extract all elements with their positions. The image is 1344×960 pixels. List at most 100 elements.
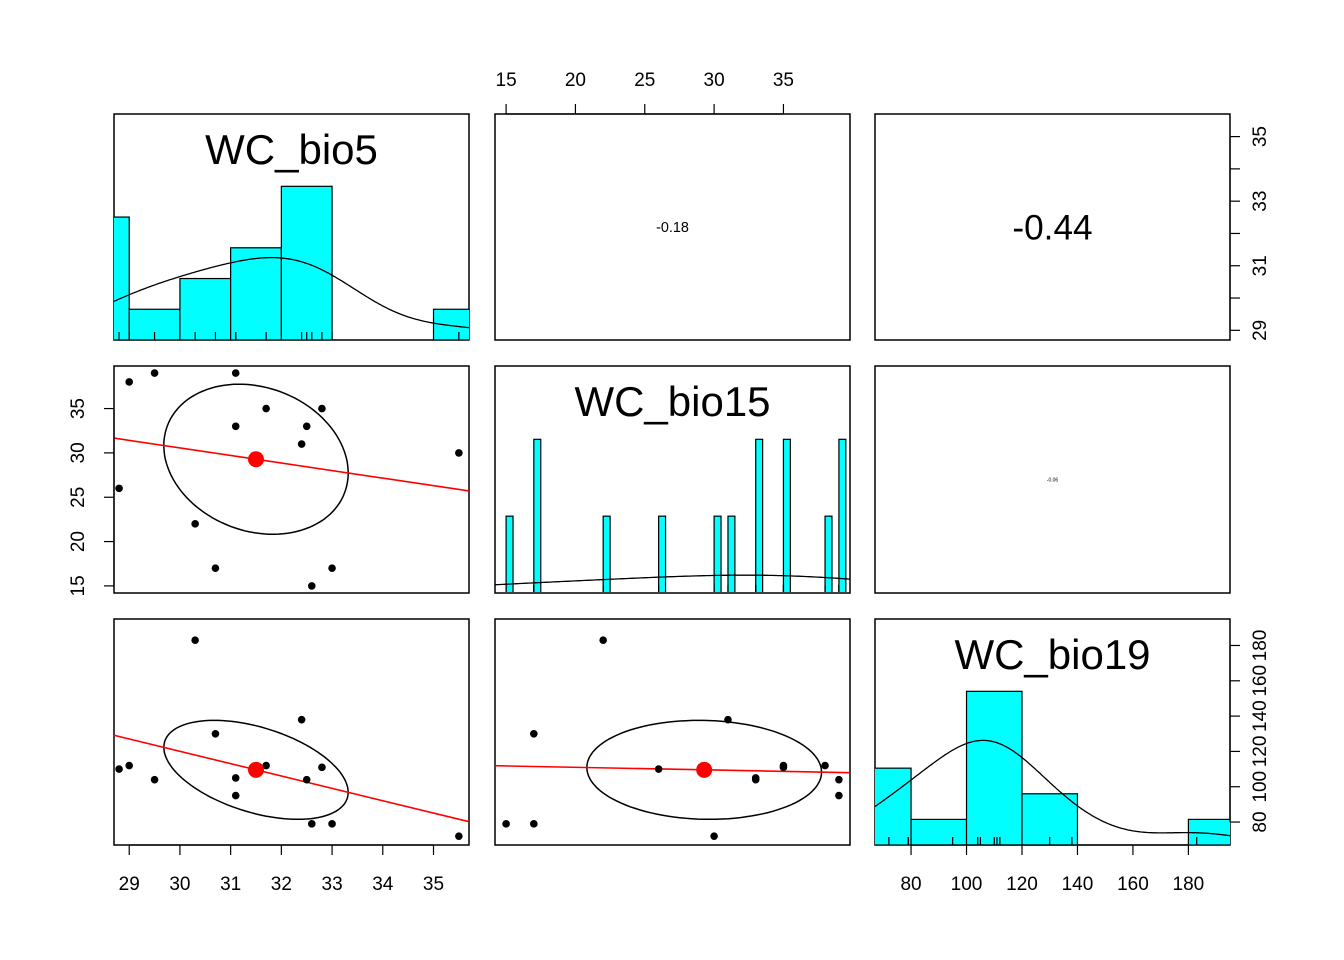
tick-label-top-WC_bio15-2: 25 [634,70,655,91]
scatter-point-WC_bio5-WC_bio19-4 [211,729,220,738]
scatter-point-WC_bio5-WC_bio19-9 [302,775,311,784]
chart-axes [104,104,1240,855]
scatter-point-WC_bio5-WC_bio19-3 [191,636,199,644]
tick-label-bottom-WC_bio19-2: 120 [1006,874,1038,895]
tick-label-bottom-WC_bio5-1: 30 [169,874,190,895]
tick-label-bottom-WC_bio5-4: 33 [322,874,343,895]
scatter-panel-WC_bio5-vs-WC_bio15 [113,369,470,590]
density-curve-WC_bio19 [875,739,1230,837]
scatter-point-WC_bio15-WC_bio19-13 [710,832,718,840]
centroid-point-WC_bio5-WC_bio19 [248,761,264,778]
histogram-bar-WC_bio15-4 [602,515,611,592]
histogram-WC_bio15 [495,438,850,592]
tick-label-right-WC_bio19-2: 120 [1250,736,1271,768]
density-curve-WC_bio5 [114,256,469,329]
tick-label-left-WC_bio15-3: 30 [68,442,89,463]
scatter-point-WC_bio5-WC_bio15-4 [211,564,220,572]
tick-label-right-WC_bio5-6: 35 [1250,126,1271,147]
correlation-label-WC_bio5-WC_bio15: -0.18 [656,220,689,236]
tick-label-right-WC_bio5-4: 33 [1250,191,1271,212]
scatter-point-WC_bio5-WC_bio19-13 [455,832,463,840]
tick-label-right-WC_bio19-5: 180 [1250,630,1271,662]
histogram-bar-WC_bio19-0 [875,767,912,845]
scatter-point-WC_bio15-WC_bio19-6 [835,791,843,800]
correlation-label-WC_bio15-WC_bio19: -0.06 [1047,477,1059,483]
tick-label-bottom-WC_bio5-5: 34 [372,874,394,895]
scatter-point-WC_bio5-WC_bio19-12 [328,820,336,828]
scatter-point-WC_bio5-WC_bio19-11 [318,763,326,772]
tick-label-right-WC_bio5-0: 29 [1250,320,1271,341]
histogram-bar-WC_bio5-2 [179,277,232,340]
scatter-point-WC_bio5-WC_bio19-0 [115,765,123,773]
scatter-point-WC_bio5-WC_bio15-12 [328,564,336,572]
tick-label-top-WC_bio15-0: 15 [496,70,517,91]
scatter-point-WC_bio5-WC_bio15-11 [318,404,326,413]
correlation-ellipse-WC_bio5-WC_bio15 [163,383,349,536]
histogram-bar-WC_bio15-12 [755,438,764,592]
histogram-bar-WC_bio19-1 [910,818,968,845]
panel-frame-r1-c2 [874,365,1231,594]
scatter-point-WC_bio5-WC_bio15-7 [262,404,270,413]
correlation-label-WC_bio5-WC_bio19: -0.44 [1012,208,1092,247]
scatter-point-WC_bio5-WC_bio15-0 [115,484,123,493]
scatter-point-WC_bio15-WC_bio19-8 [724,715,732,724]
scatter-point-WC_bio15-WC_bio19-9 [751,775,760,784]
tick-label-left-WC_bio15-2: 25 [68,487,89,508]
scatter-point-WC_bio15-WC_bio19-10 [502,820,510,828]
tick-label-bottom-WC_bio5-2: 31 [220,874,241,895]
diagonal-title-WC_bio5: WC_bio5 [205,126,378,173]
panel-frame-r2-c0 [113,618,470,846]
scatter-point-WC_bio5-WC_bio19-8 [297,715,306,724]
tick-label-bottom-WC_bio19-4: 160 [1117,874,1149,895]
scatter-point-WC_bio15-WC_bio19-3 [599,636,607,644]
scatter-point-WC_bio15-WC_bio19-0 [654,765,663,773]
tick-label-left-WC_bio15-1: 20 [68,531,89,552]
diagonal-title-WC_bio15: WC_bio15 [574,378,770,425]
scatter-point-WC_bio5-WC_bio15-2 [150,369,159,377]
scatter-point-WC_bio5-WC_bio15-5 [231,422,240,431]
correlation-ellipse-WC_bio15-WC_bio19 [586,719,823,821]
diagonal-title-WC_bio19: WC_bio19 [954,631,1150,678]
tick-label-right-WC_bio19-0: 80 [1250,811,1271,832]
regression-line-WC_bio15-WC_bio19 [494,764,851,774]
centroid-point-WC_bio15-WC_bio19 [696,761,713,778]
tick-label-right-WC_bio19-1: 100 [1250,771,1271,803]
histogram-bar-WC_bio15-2 [533,438,542,592]
tick-label-bottom-WC_bio19-0: 80 [900,874,921,895]
panel-frame-r1-c0 [113,365,470,594]
tick-label-right-WC_bio19-3: 140 [1250,700,1271,732]
tick-label-top-WC_bio15-3: 30 [704,70,725,91]
tick-label-bottom-WC_bio19-3: 140 [1062,874,1094,895]
scatter-panel-WC_bio5-vs-WC_bio19 [113,636,470,840]
scatter-point-WC_bio5-WC_bio15-8 [297,440,306,448]
scatter-point-WC_bio5-WC_bio15-10 [307,582,316,590]
tick-label-top-WC_bio15-1: 20 [565,70,586,91]
tick-label-top-WC_bio15-4: 35 [773,70,794,91]
scatter-point-WC_bio5-WC_bio15-9 [302,422,311,431]
tick-label-bottom-WC_bio5-6: 35 [423,874,444,895]
tick-label-right-WC_bio5-2: 31 [1250,255,1271,276]
histogram-bar-WC_bio15-10 [727,515,736,592]
scatter-point-WC_bio15-WC_bio19-1 [821,761,829,770]
chart-text: WC_bio5 WC_bio15 WC_bio19 -0.18 -0.44 -0.06 29… [68,70,1271,895]
tick-label-bottom-WC_bio5-0: 29 [119,874,140,895]
regression-line-WC_bio5-WC_bio19 [113,734,470,823]
scatter-point-WC_bio15-WC_bio19-11 [779,763,788,772]
scatter-point-WC_bio5-WC_bio15-6 [231,369,240,377]
chart-marks [113,185,1230,845]
scatter-point-WC_bio15-WC_bio19-2 [835,775,843,784]
tick-label-left-WC_bio15-0: 15 [68,575,89,596]
histogram-bar-WC_bio15-6 [658,515,667,592]
correlation-ellipse-WC_bio5-WC_bio19 [163,719,349,821]
scatter-point-WC_bio5-WC_bio19-7 [262,761,270,770]
scatter-point-WC_bio5-WC_bio19-2 [150,775,159,784]
tick-label-bottom-WC_bio5-3: 32 [271,874,292,895]
histogram-WC_bio19 [875,690,1230,845]
scatter-point-WC_bio5-WC_bio19-1 [125,761,134,770]
tick-label-right-WC_bio19-4: 160 [1250,665,1271,697]
scatter-point-WC_bio5-WC_bio19-10 [307,820,316,828]
density-curve-WC_bio15 [495,574,850,586]
scatter-point-WC_bio5-WC_bio19-5 [231,774,240,782]
histogram-bar-WC_bio15-8 [713,515,722,592]
